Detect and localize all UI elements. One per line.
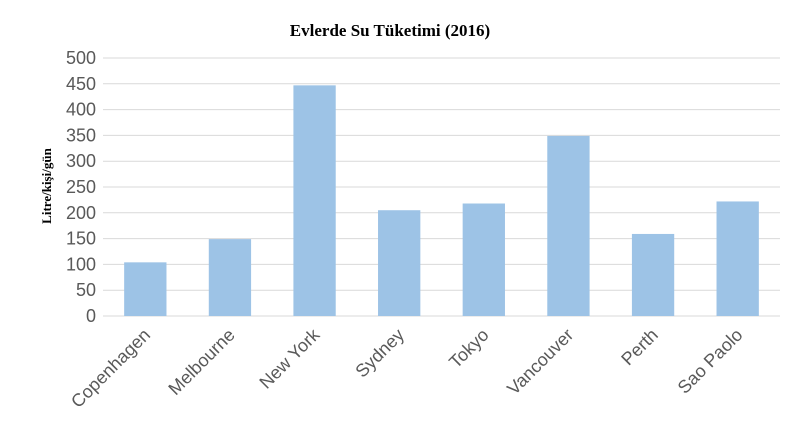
bar-perth	[631, 233, 675, 316]
x-tick-label: Vancouver	[503, 325, 577, 399]
y-tick-label: 300	[66, 151, 96, 171]
x-tick-label: Melbourne	[164, 325, 238, 399]
bar-new-york	[293, 85, 336, 317]
y-axis-label: Litre/kişi/gün	[39, 147, 54, 223]
y-tick-label: 50	[76, 280, 96, 300]
bar-sydney	[378, 210, 421, 316]
bar-copenhagen	[124, 262, 167, 316]
y-tick-label: 200	[66, 203, 96, 223]
y-tick-label: 500	[66, 48, 96, 68]
bar-melbourne	[208, 239, 252, 316]
x-tick-labels: Copenhagen Melbourne New York Sydney Tokyo Va…	[67, 324, 746, 412]
y-tick-label: 100	[66, 254, 96, 274]
y-tick-labels: 0 50 100 150 200 250 300 350 400 450 500	[66, 48, 96, 326]
y-tick-label: 150	[66, 229, 96, 249]
bar-sao-paolo	[716, 201, 759, 316]
x-tick-label: Perth	[617, 325, 662, 370]
x-tick-label: New York	[255, 324, 324, 393]
bar-tokyo	[462, 203, 505, 316]
bar-vancouver	[547, 135, 590, 316]
x-tick-label: Copenhagen	[67, 325, 154, 412]
chart-title: Evlerde Su Tüketimi (2016)	[290, 21, 490, 40]
y-tick-label: 350	[66, 125, 96, 145]
x-tick-label: Sydney	[351, 325, 408, 382]
x-tick-label: Tokyo	[445, 325, 492, 372]
y-tick-label: 400	[66, 100, 96, 120]
bars	[124, 85, 759, 317]
x-tick-label: Sao Paolo	[674, 325, 747, 398]
gridlines	[103, 57, 780, 317]
y-tick-label: 0	[86, 306, 96, 326]
y-tick-label: 250	[66, 177, 96, 197]
y-tick-label: 450	[66, 74, 96, 94]
